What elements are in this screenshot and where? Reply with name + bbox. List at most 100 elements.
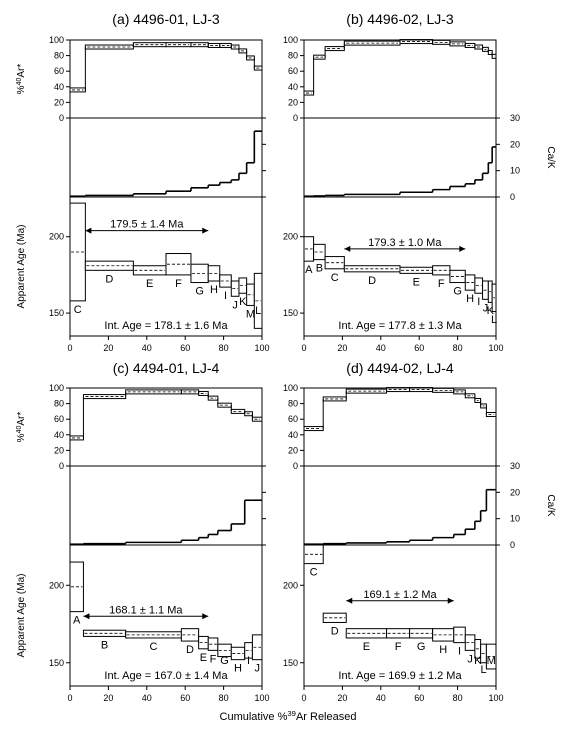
step-label: G [195, 286, 204, 298]
x-tick-label: 100 [254, 693, 269, 703]
step-label: M [487, 655, 496, 667]
y-tick-label: 10 [510, 166, 520, 176]
y-tick-label: 20 [288, 445, 298, 455]
step-label: F [395, 641, 402, 653]
x-tick-label: 40 [376, 693, 386, 703]
y-tick-label: 150 [283, 658, 298, 668]
y-tick-label: 20 [510, 487, 520, 497]
step-label: A [305, 264, 313, 276]
y-tick-label: 20 [54, 445, 64, 455]
step-label: I [477, 296, 480, 308]
age-panel-frame [303, 196, 497, 337]
step-label: C [310, 567, 318, 579]
integrated-age-label: Int. Age = 167.0 ± 1.4 Ma [104, 670, 228, 682]
y-tick-label: 0 [59, 461, 64, 471]
x-tick-label: 40 [142, 343, 152, 353]
chart-title: (d) 4494-02, LJ-4 [346, 360, 454, 376]
cak-panel-frame [303, 465, 497, 546]
x-tick-label: 100 [488, 343, 503, 353]
plateau-arrowhead-right [459, 245, 466, 252]
y-tick-label: 40 [54, 82, 64, 92]
step-label: L [255, 305, 261, 317]
y-tick-label: 100 [283, 35, 298, 45]
x-tick-label: 20 [103, 343, 113, 353]
y-tick-label: 20 [510, 139, 520, 149]
y-axis-title-ar40: %40Ar* [16, 412, 28, 443]
step-label: B [101, 639, 108, 651]
ar40-step [82, 394, 127, 400]
cak-panel-frame [69, 465, 263, 546]
ar40-step [207, 42, 221, 48]
age-step-box [485, 643, 497, 670]
plateau-label: 179.3 ± 1.0 Ma [368, 237, 442, 249]
y-tick-label: 0 [59, 113, 64, 123]
plateau-arrowhead-left [83, 613, 90, 620]
y-axis-title-cak: Ca/K [545, 146, 556, 169]
y-axis-title-age: Apparent Age (Ma) [16, 574, 27, 658]
chart-title: (a) 4496-01, LJ-3 [112, 11, 220, 27]
step-label: D [186, 644, 194, 656]
y-axis-title-ar40: %40Ar* [16, 64, 28, 95]
y-tick-label: 40 [288, 82, 298, 92]
x-tick-label: 40 [142, 693, 152, 703]
step-label: B [316, 263, 323, 275]
step-label: I [224, 290, 227, 302]
y-tick-label: 40 [54, 430, 64, 440]
plateau-label: 169.1 ± 1.2 Ma [363, 589, 437, 601]
x-tick-label: 20 [337, 343, 347, 353]
x-tick-label: 60 [414, 343, 424, 353]
y-tick-label: 80 [54, 51, 64, 61]
y-tick-label: 150 [49, 308, 64, 318]
x-tick-label: 0 [301, 343, 306, 353]
y-tick-label: 150 [283, 308, 298, 318]
x-tick-label: 0 [301, 693, 306, 703]
y-tick-label: 20 [288, 97, 298, 107]
step-label: K [487, 305, 495, 317]
step-label: K [474, 655, 482, 667]
age-step-box [313, 243, 326, 261]
cak-panel-frame [69, 117, 263, 198]
x-tick-label: 100 [488, 693, 503, 703]
step-label: K [239, 296, 247, 308]
plateau-arrowhead-left [344, 245, 351, 252]
integrated-age-label: Int. Age = 177.8 ± 1.3 Ma [338, 320, 462, 332]
x-tick-label: 20 [337, 693, 347, 703]
plateau-arrowhead-right [202, 613, 209, 620]
y-tick-label: 40 [288, 430, 298, 440]
step-label: I [458, 646, 461, 658]
cak-panel-frame [303, 117, 497, 198]
plateau-arrowhead-right [202, 227, 209, 234]
step-label: E [200, 652, 207, 664]
ar40-step [313, 54, 326, 60]
step-label: J [483, 302, 489, 314]
x-tick-label: 80 [219, 343, 229, 353]
ar40-step [453, 389, 466, 395]
x-tick-label: 100 [254, 343, 269, 353]
y-tick-label: 200 [283, 232, 298, 242]
step-label: I [247, 655, 250, 667]
step-label: H [210, 284, 218, 296]
y-tick-label: 60 [54, 66, 64, 76]
age-step-box [251, 634, 263, 661]
chart-b: (b) 4496-02, LJ-3 0 20 40 60 80 100 0 10 20 30 150 2… [283, 11, 556, 353]
y-tick-label: 80 [288, 399, 298, 409]
x-tick-label: 60 [180, 343, 190, 353]
integrated-age-label: Int. Age = 178.1 ± 1.6 Ma [104, 320, 228, 332]
step-label: C [150, 641, 158, 653]
y-tick-label: 10 [510, 514, 520, 524]
x-tick-label: 60 [414, 693, 424, 703]
step-label: L [491, 314, 497, 326]
step-label: J [467, 653, 473, 665]
y-tick-label: 100 [49, 35, 64, 45]
ar40-panel-frame [69, 387, 263, 467]
x-tick-label: 80 [219, 693, 229, 703]
step-label: D [331, 625, 339, 637]
y-tick-label: 80 [288, 51, 298, 61]
age-panel-frame [69, 544, 263, 687]
step-label: G [453, 286, 462, 298]
step-label: A [73, 615, 81, 627]
step-label: F [438, 278, 445, 290]
chart-a: (a) 4496-01, LJ-3 0 20 40 60 80 100 150 200 0 20 40… [16, 11, 270, 353]
integrated-age-label: Int. Age = 169.9 ± 1.2 Ma [338, 670, 462, 682]
